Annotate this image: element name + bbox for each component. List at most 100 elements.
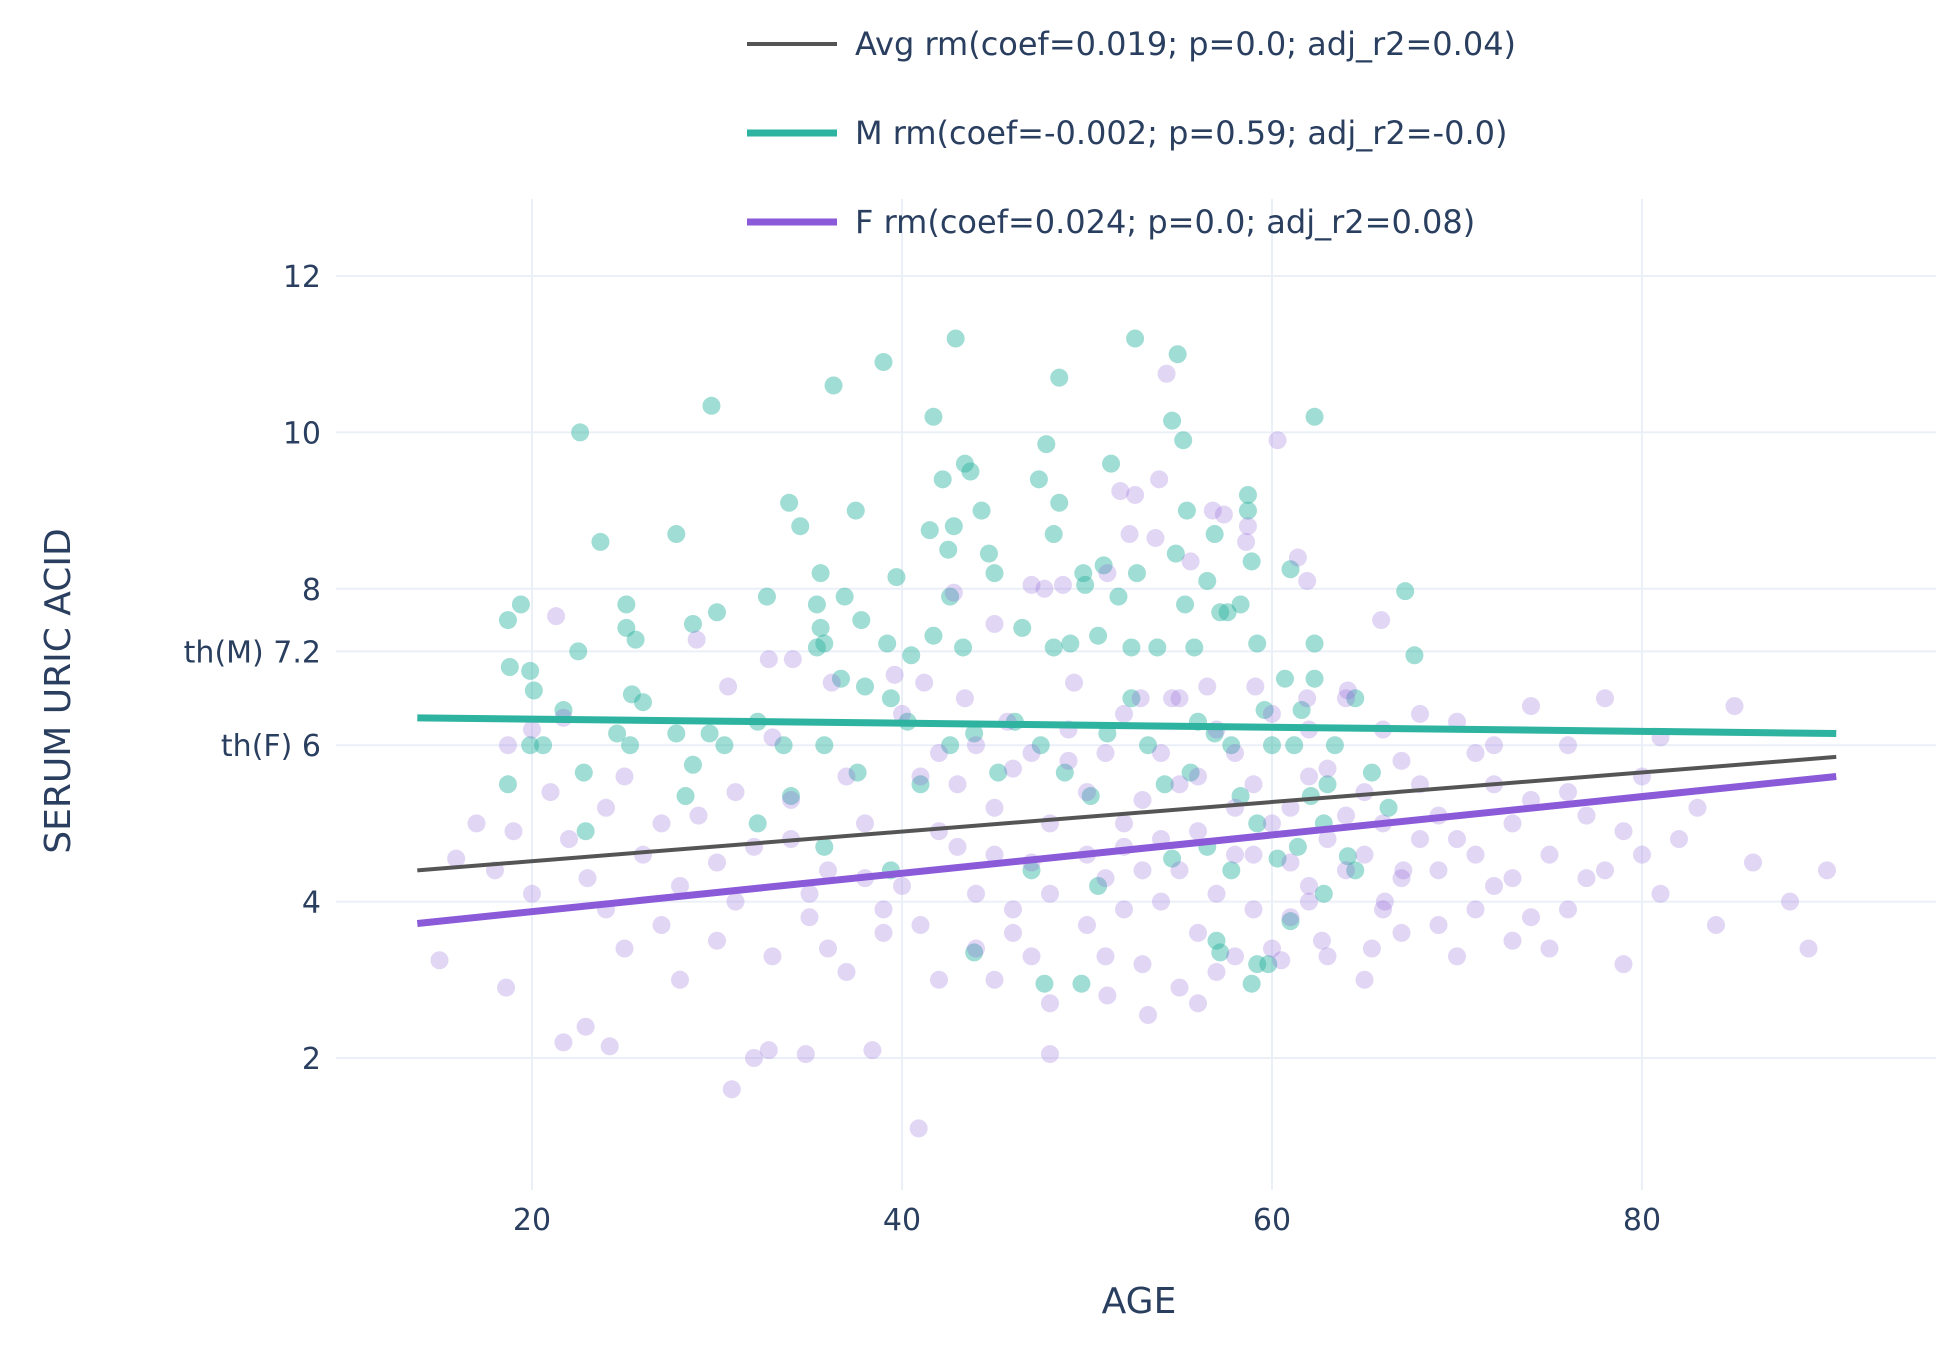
point-F [1115, 704, 1133, 723]
point-M [807, 595, 826, 614]
point-M [1174, 431, 1193, 450]
point-M [1094, 556, 1113, 575]
point-F [1337, 806, 1355, 825]
point-M [1255, 701, 1274, 720]
point-F [1596, 861, 1614, 880]
point-F [1318, 759, 1337, 778]
legend-label: F rm(coef=0.024; p=0.0; adj_r2=0.08) [855, 203, 1475, 241]
legend-item[interactable]: Avg rm(coef=0.019; p=0.0; adj_r2=0.04) [747, 25, 1516, 63]
point-F [885, 665, 904, 684]
point-M [965, 724, 984, 743]
point-F [1298, 689, 1317, 708]
point-M [1288, 837, 1307, 856]
point-F [944, 583, 963, 602]
point-F [783, 650, 802, 669]
point-F [759, 650, 778, 669]
legend-item[interactable]: M rm(coef=-0.002; p=0.59; adj_r2=-0.0) [747, 114, 1507, 152]
legend-item[interactable]: F rm(coef=0.024; p=0.0; adj_r2=0.08) [747, 203, 1475, 241]
point-F [554, 1033, 573, 1052]
point-M [1168, 345, 1187, 364]
point-M [1222, 736, 1241, 755]
point-M [700, 724, 719, 743]
point-F [467, 814, 486, 833]
point-M [1044, 525, 1063, 544]
point-F [763, 947, 782, 966]
point-M [961, 462, 980, 481]
point-F [930, 822, 948, 841]
point-F [671, 970, 689, 989]
point-M [1218, 603, 1237, 622]
point-F [1059, 751, 1078, 770]
point-M [1139, 736, 1158, 755]
legend-label: Avg rm(coef=0.019; p=0.0; adj_r2=0.04) [855, 25, 1516, 63]
point-F [1065, 673, 1084, 692]
point-M [1259, 955, 1278, 974]
legend[interactable]: Avg rm(coef=0.019; p=0.0; adj_r2=0.04) M … [747, 25, 1516, 241]
point-F [1041, 814, 1059, 833]
point-F [1189, 822, 1207, 841]
point-F [1268, 431, 1287, 450]
point-F [1300, 876, 1318, 895]
point-F [578, 869, 597, 888]
point-F [948, 837, 967, 856]
point-F [1466, 744, 1485, 763]
point-F [1170, 861, 1189, 880]
point-F [1120, 525, 1139, 544]
point-M [1022, 861, 1041, 880]
point-F [1559, 900, 1577, 919]
point-M [1166, 544, 1185, 563]
point-F [967, 736, 985, 755]
point-M [941, 736, 960, 755]
point-M [1305, 634, 1324, 653]
point-F [497, 978, 516, 997]
point-M [1275, 669, 1294, 688]
point-F [1540, 939, 1559, 958]
point-F [1131, 689, 1150, 708]
point-M [954, 638, 973, 657]
point-F [1244, 845, 1263, 864]
point-M [924, 626, 943, 645]
point-F [1096, 744, 1115, 763]
point-F [1281, 853, 1300, 872]
point-F [893, 876, 911, 895]
point-M [1089, 626, 1108, 645]
point-M [1127, 564, 1146, 583]
point-F [1281, 908, 1300, 927]
point-F [1022, 575, 1041, 594]
point-F [909, 1119, 928, 1138]
point-F [1263, 939, 1281, 958]
point-M [782, 787, 800, 806]
point-F [1170, 978, 1189, 997]
point-M [1292, 701, 1311, 720]
point-M [1248, 634, 1267, 653]
point-M [1044, 638, 1063, 657]
point-F [1146, 528, 1165, 547]
point-F [722, 1080, 741, 1099]
point-M [1405, 646, 1424, 665]
point-F [1244, 775, 1263, 794]
point-M [1285, 736, 1304, 755]
point-F [1098, 564, 1117, 583]
point-F [1392, 869, 1411, 888]
point-F [1244, 900, 1263, 919]
point-M [807, 638, 826, 657]
point-M [591, 532, 610, 551]
point-M [708, 603, 726, 622]
point-F [1004, 759, 1022, 778]
point-M [622, 685, 641, 704]
point-F [1559, 736, 1577, 755]
point-F [967, 884, 985, 903]
point-M [1163, 849, 1182, 868]
point-F [576, 1017, 595, 1036]
point-M [676, 787, 695, 806]
point-F [1392, 923, 1411, 942]
point-M [1346, 689, 1365, 708]
point-F [708, 931, 726, 950]
y-axis-title: SERUM URIC ACID [38, 528, 79, 854]
point-M [1205, 525, 1224, 544]
point-M [1181, 763, 1200, 782]
point-F [1318, 830, 1337, 849]
point-M [911, 775, 930, 794]
point-M [811, 618, 830, 637]
point-M [1055, 763, 1074, 782]
